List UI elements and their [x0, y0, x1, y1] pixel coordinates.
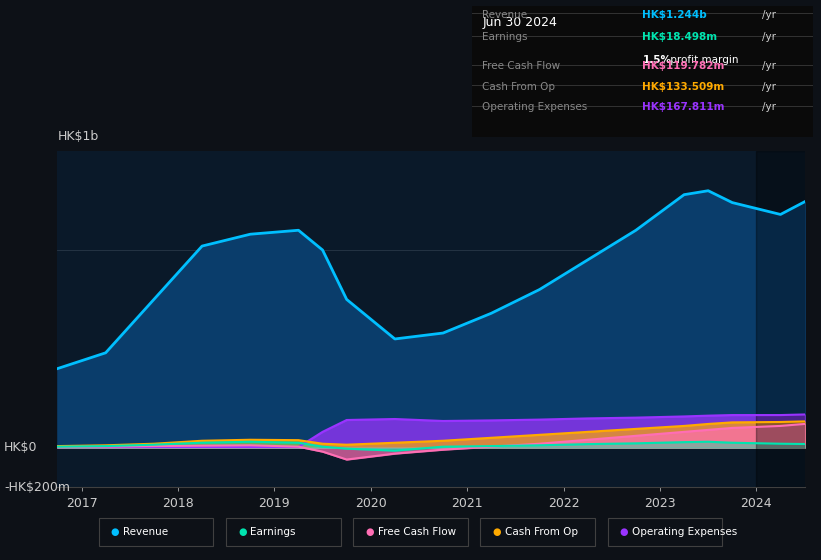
- Text: /yr: /yr: [762, 102, 776, 112]
- Text: ●: ●: [238, 527, 246, 537]
- Text: HK$0: HK$0: [4, 441, 38, 454]
- Text: Free Cash Flow: Free Cash Flow: [378, 527, 456, 537]
- Text: HK$1.244b: HK$1.244b: [643, 10, 707, 20]
- Text: Cash From Op: Cash From Op: [505, 527, 578, 537]
- Bar: [756, 151, 810, 487]
- Text: ●: ●: [620, 527, 628, 537]
- Text: -HK$200m: -HK$200m: [4, 480, 70, 494]
- Text: Revenue: Revenue: [482, 10, 527, 20]
- Text: ●: ●: [111, 527, 119, 537]
- Text: HK$1b: HK$1b: [57, 130, 99, 143]
- Text: 1.5%: 1.5%: [643, 55, 672, 65]
- Text: Revenue: Revenue: [123, 527, 168, 537]
- Text: Operating Expenses: Operating Expenses: [482, 102, 588, 112]
- Text: /yr: /yr: [762, 82, 776, 92]
- Text: Cash From Op: Cash From Op: [482, 82, 555, 92]
- Text: Earnings: Earnings: [482, 32, 528, 43]
- Text: ●: ●: [365, 527, 374, 537]
- Text: HK$18.498m: HK$18.498m: [643, 32, 718, 43]
- Text: /yr: /yr: [762, 10, 776, 20]
- Text: profit margin: profit margin: [667, 55, 738, 65]
- Text: /yr: /yr: [762, 32, 776, 43]
- Text: Operating Expenses: Operating Expenses: [632, 527, 737, 537]
- Text: HK$133.509m: HK$133.509m: [643, 82, 725, 92]
- Text: /yr: /yr: [762, 62, 776, 71]
- Text: Jun 30 2024: Jun 30 2024: [482, 16, 557, 29]
- Text: Free Cash Flow: Free Cash Flow: [482, 62, 561, 71]
- Text: HK$119.782m: HK$119.782m: [643, 62, 725, 71]
- Text: HK$167.811m: HK$167.811m: [643, 102, 725, 112]
- Text: ●: ●: [493, 527, 501, 537]
- Text: Earnings: Earnings: [250, 527, 296, 537]
